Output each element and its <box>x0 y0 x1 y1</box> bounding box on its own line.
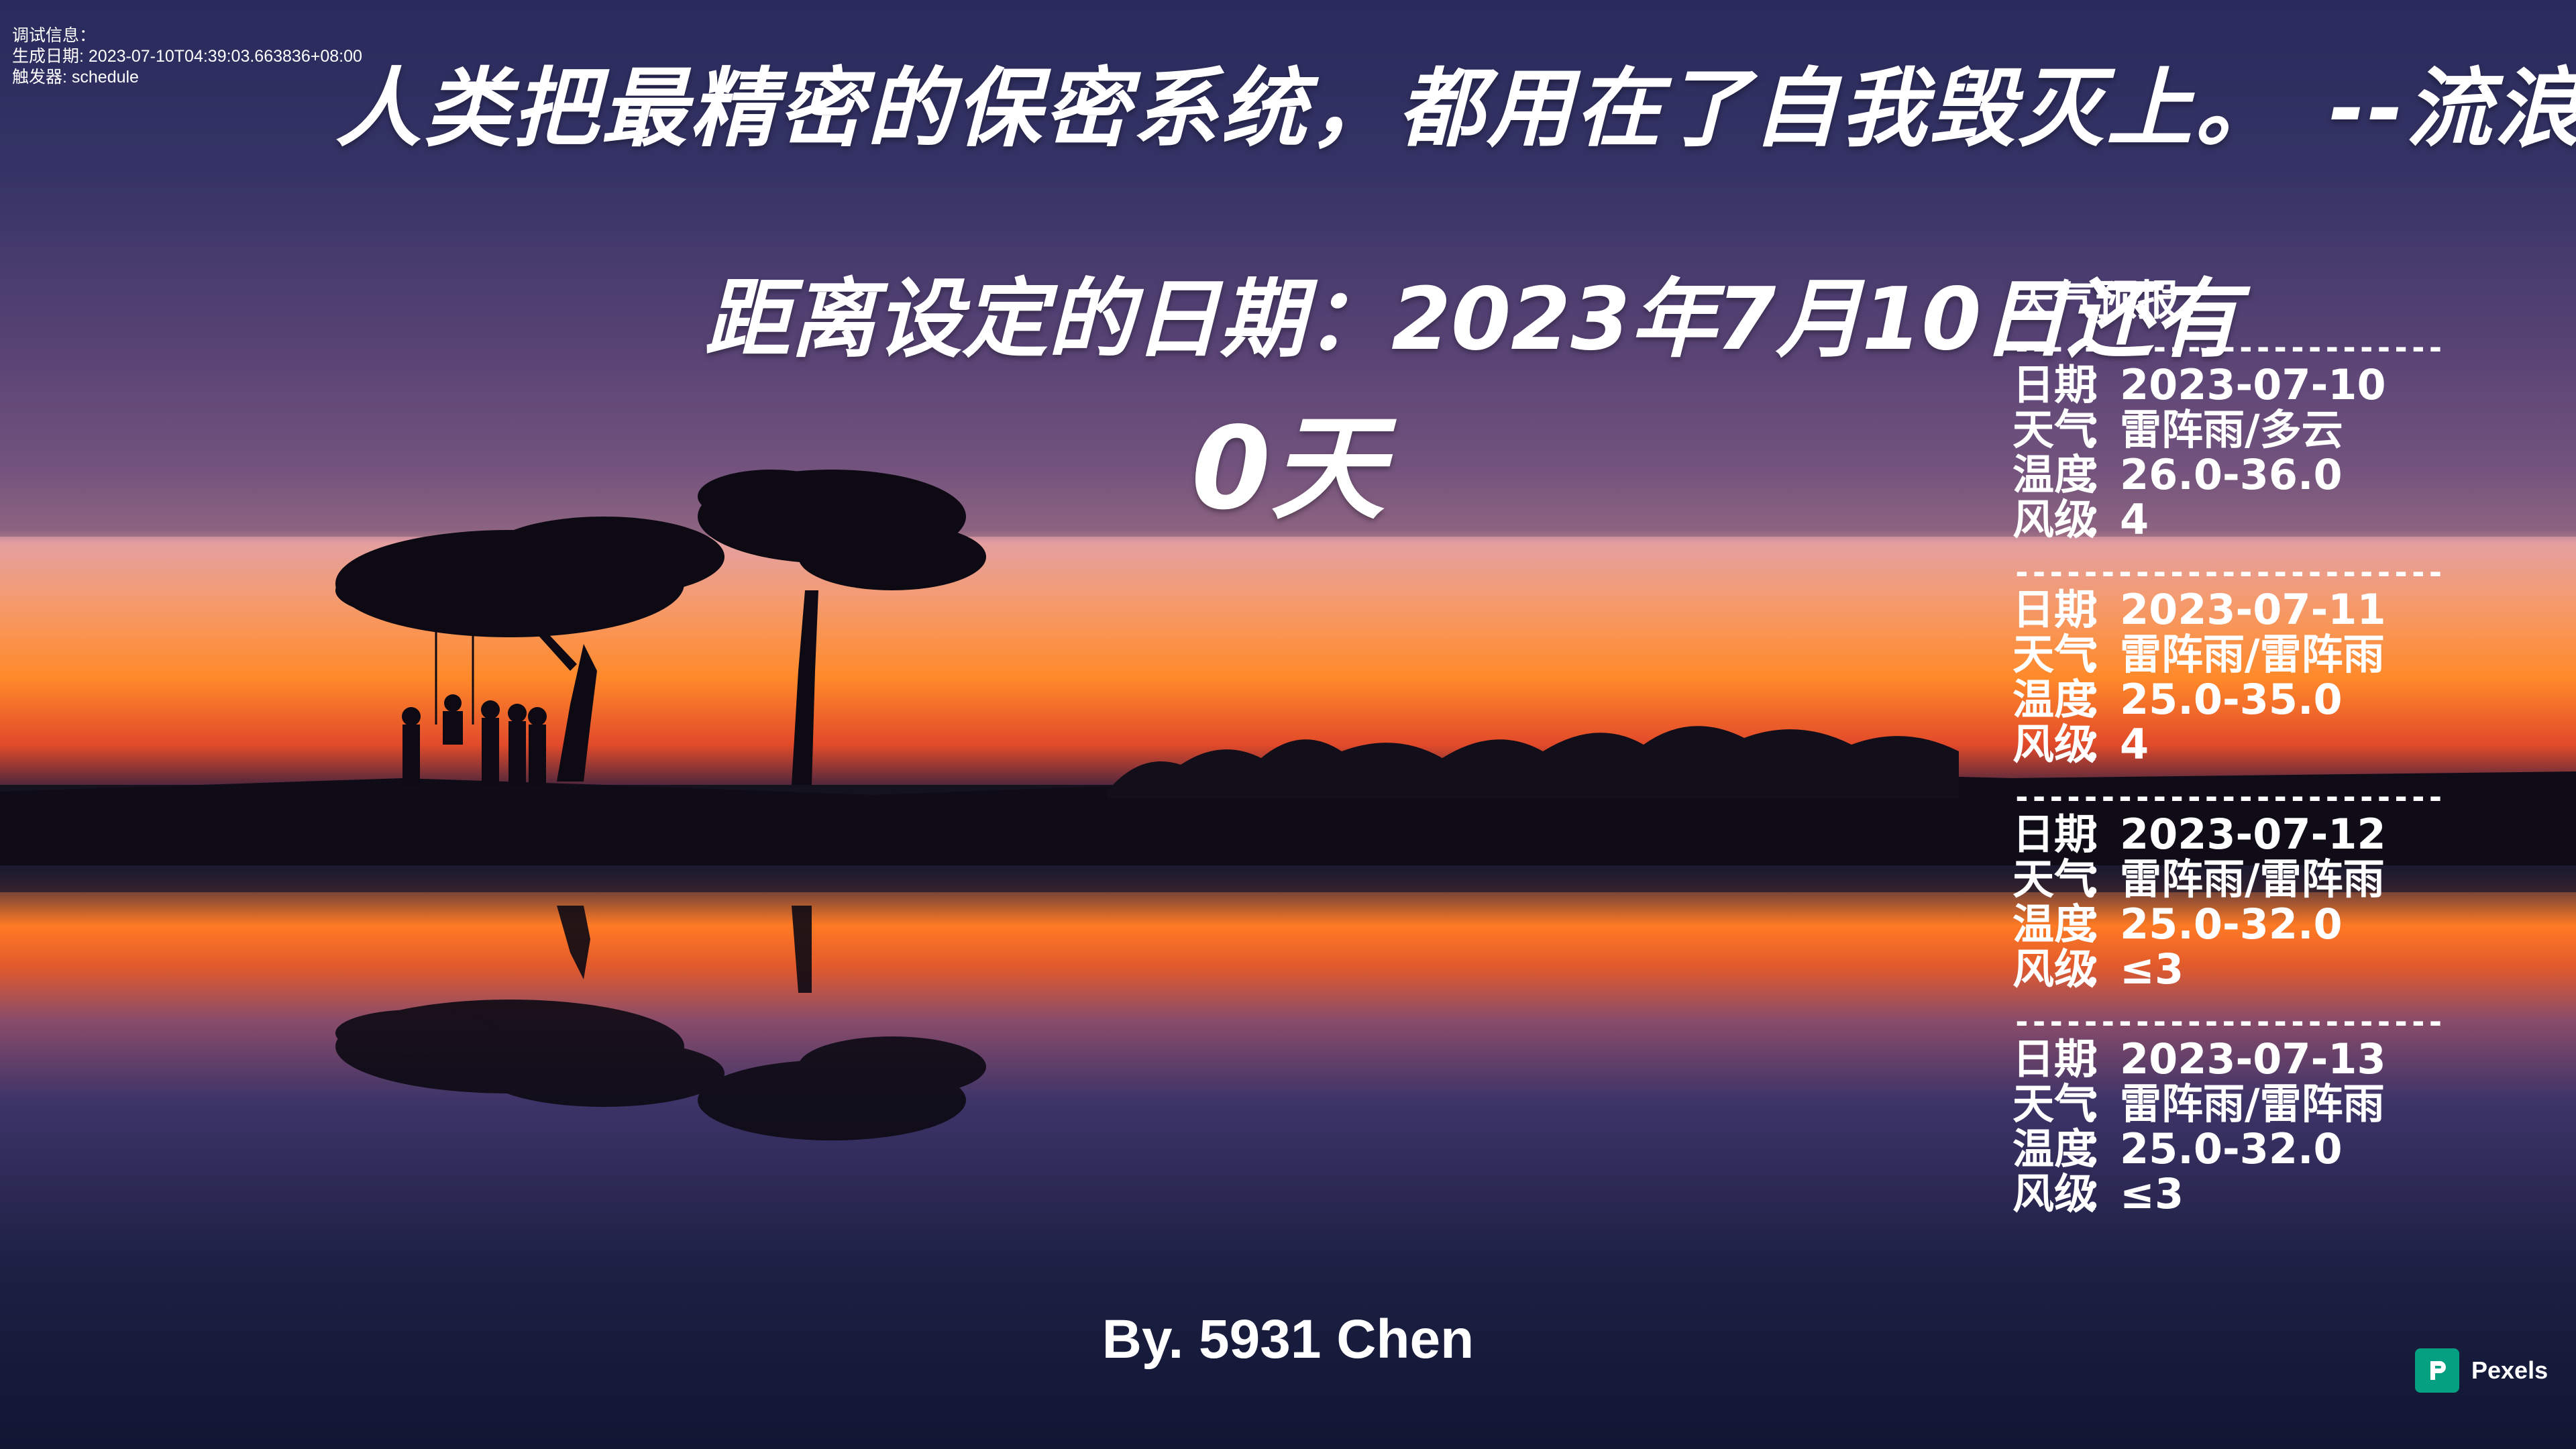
pexels-label: Pexels <box>2471 1356 2548 1384</box>
weather-value: 雷阵雨/雷阵雨 <box>2120 855 2385 904</box>
forecast-wind-row: 风级：≤3 <box>2012 947 2442 991</box>
wind-value: 4 <box>2120 495 2149 544</box>
countdown-label: 距离设定的日期：2023年7月10日还有 <box>704 270 2239 370</box>
debug-title: 调试信息： <box>12 26 97 45</box>
forecast-day: 日期：2023-07-12 天气：雷阵雨/雷阵雨 温度：25.0-32.0 风级… <box>2012 812 2442 1007</box>
date-key: 日期 <box>2012 360 2096 409</box>
debug-generated-date: 生成日期: 2023-07-10T04:39:03.663836+08:00 <box>12 47 362 66</box>
weather-key: 天气 <box>2012 405 2096 454</box>
separator: ----------------------------- <box>2012 1007 2442 1036</box>
colon: ： <box>2082 945 2125 994</box>
forecast-date-row: 日期：2023-07-13 <box>2012 1036 2442 1081</box>
forecast-date-row: 日期：2023-07-11 <box>2012 587 2442 632</box>
temp-key: 温度 <box>2012 1124 2096 1173</box>
background-overlay <box>0 0 2576 537</box>
colon: ： <box>2082 1079 2125 1128</box>
separator: ----------------------------- <box>2012 782 2442 812</box>
temp-key: 温度 <box>2012 900 2096 949</box>
weather-value: 雷阵雨/雷阵雨 <box>2120 630 2385 679</box>
colon: ： <box>2082 1169 2125 1218</box>
forecast-wind-row: 风级：4 <box>2012 722 2442 767</box>
temp-value: 25.0-35.0 <box>2120 675 2343 724</box>
colon: ： <box>2082 495 2125 544</box>
temp-value: 26.0-36.0 <box>2120 450 2343 499</box>
separator: ----------------------------- <box>2012 557 2442 587</box>
forecast-day: 日期：2023-07-10 天气：雷阵雨/多云 温度：26.0-36.0 风级：… <box>2012 362 2442 557</box>
wind-key: 风级 <box>2012 945 2096 994</box>
colon: ： <box>2082 900 2125 949</box>
temp-key: 温度 <box>2012 675 2096 724</box>
author-byline: By. 5931 Chen <box>1102 1309 1474 1370</box>
weather-value: 雷阵雨/雷阵雨 <box>2120 1079 2385 1128</box>
bushes <box>1107 726 1959 798</box>
tree-left <box>335 517 724 782</box>
wind-value: ≤3 <box>2120 945 2184 994</box>
pexels-watermark: Pexels <box>2415 1348 2548 1393</box>
pexels-logo-icon <box>2415 1348 2459 1393</box>
debug-trigger: 触发器: schedule <box>12 68 139 87</box>
colon: ： <box>2082 810 2125 859</box>
colon: ： <box>2082 1124 2125 1173</box>
weather-title: 天气预报： <box>2012 276 2221 325</box>
forecast-temp-row: 温度：26.0-36.0 <box>2012 452 2442 497</box>
weather-key: 天气 <box>2012 630 2096 679</box>
weather-key: 天气 <box>2012 1079 2096 1128</box>
temp-value: 25.0-32.0 <box>2120 1124 2343 1173</box>
colon: ： <box>2082 855 2125 904</box>
colon: ： <box>2082 675 2125 724</box>
people-silhouettes <box>402 617 547 785</box>
forecast-day: 日期：2023-07-11 天气：雷阵雨/雷阵雨 温度：25.0-35.0 风级… <box>2012 587 2442 782</box>
forecast-temp-row: 温度：25.0-32.0 <box>2012 902 2442 947</box>
tree-right <box>698 470 986 785</box>
colon: ： <box>2082 450 2125 499</box>
weather-key: 天气 <box>2012 855 2096 904</box>
forecast-weather-row: 天气：雷阵雨/雷阵雨 <box>2012 857 2442 902</box>
temp-key: 温度 <box>2012 450 2096 499</box>
forecast-weather-row: 天气：雷阵雨/雷阵雨 <box>2012 1081 2442 1126</box>
colon: ： <box>2082 405 2125 454</box>
weather-forecast: 天气预报： ----------------------------- 日期：2… <box>2012 268 2442 1232</box>
debug-info: 调试信息： 生成日期: 2023-07-10T04:39:03.663836+0… <box>12 25 362 88</box>
forecast-day: 日期：2023-07-13 天气：雷阵雨/雷阵雨 温度：25.0-32.0 风级… <box>2012 1036 2442 1232</box>
colon: ： <box>2082 1034 2125 1083</box>
date-key: 日期 <box>2012 585 2096 634</box>
forecast-weather-row: 天气：雷阵雨/多云 <box>2012 407 2442 452</box>
quote-text: 人类把最精密的保密系统，都用在了自我毁灭上。 --流浪地球2 <box>335 59 2576 159</box>
wind-key: 风级 <box>2012 495 2096 544</box>
date-value: 2023-07-12 <box>2120 810 2386 859</box>
wind-value: 4 <box>2120 720 2149 769</box>
countdown-value: 0天 <box>1191 402 1385 535</box>
forecast-wind-row: 风级：4 <box>2012 497 2442 542</box>
forecast-date-row: 日期：2023-07-12 <box>2012 812 2442 857</box>
colon: ： <box>2082 585 2125 634</box>
forecast-weather-row: 天气：雷阵雨/雷阵雨 <box>2012 632 2442 677</box>
date-key: 日期 <box>2012 810 2096 859</box>
forecast-date-row: 日期：2023-07-10 <box>2012 362 2442 407</box>
weather-value: 雷阵雨/多云 <box>2120 405 2343 454</box>
date-value: 2023-07-13 <box>2120 1034 2386 1083</box>
tree-reflections <box>335 906 986 1140</box>
colon: ： <box>2082 720 2125 769</box>
separator: ----------------------------- <box>2012 333 2442 362</box>
colon: ： <box>2082 360 2125 409</box>
colon: ： <box>2082 630 2125 679</box>
wind-key: 风级 <box>2012 720 2096 769</box>
forecast-temp-row: 温度：25.0-32.0 <box>2012 1126 2442 1171</box>
forecast-wind-row: 风级：≤3 <box>2012 1171 2442 1216</box>
wind-key: 风级 <box>2012 1169 2096 1218</box>
date-key: 日期 <box>2012 1034 2096 1083</box>
wind-value: ≤3 <box>2120 1169 2184 1218</box>
date-value: 2023-07-10 <box>2120 360 2386 409</box>
temp-value: 25.0-32.0 <box>2120 900 2343 949</box>
far-shore <box>0 865 2576 892</box>
forecast-temp-row: 温度：25.0-35.0 <box>2012 677 2442 722</box>
date-value: 2023-07-11 <box>2120 585 2386 634</box>
